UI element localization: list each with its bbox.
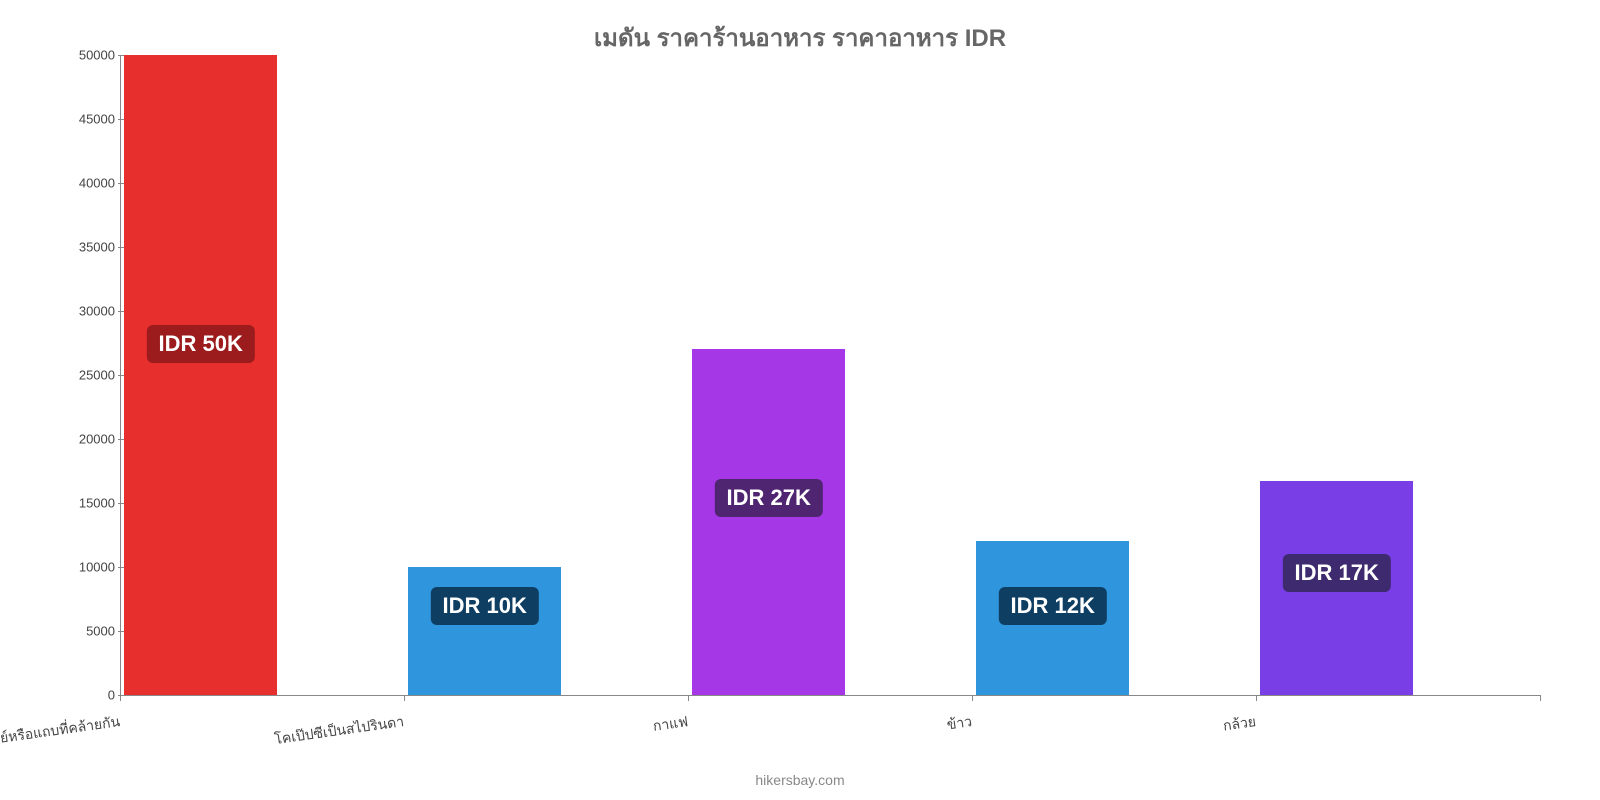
y-tick-label: 25000	[60, 368, 115, 383]
x-tick-mark	[404, 695, 405, 701]
y-tick-mark	[118, 695, 124, 696]
value-badge: IDR 27K	[714, 479, 822, 517]
x-tick-mark	[1256, 695, 1257, 701]
value-badge: IDR 10K	[430, 587, 538, 625]
y-axis: 0500010000150002000025000300003500040000…	[60, 55, 115, 695]
attribution-text: hikersbay.com	[755, 772, 844, 788]
chart-title: เมดัน ราคาร้านอาหาร ราคาอาหาร IDR	[0, 0, 1600, 57]
y-tick-label: 20000	[60, 432, 115, 447]
value-badge: IDR 17K	[1282, 554, 1390, 592]
value-badge: IDR 12K	[998, 587, 1106, 625]
value-badge: IDR 50K	[146, 325, 254, 363]
y-tick-label: 30000	[60, 304, 115, 319]
bar	[124, 55, 277, 695]
x-tick-mark	[120, 695, 121, 701]
bar	[692, 349, 845, 695]
bar	[408, 567, 561, 695]
y-tick-label: 45000	[60, 112, 115, 127]
x-axis-line	[120, 695, 1540, 696]
y-tick-label: 40000	[60, 176, 115, 191]
y-tick-label: 15000	[60, 496, 115, 511]
y-tick-label: 5000	[60, 624, 115, 639]
x-tick-mark	[1540, 695, 1541, 701]
y-tick-label: 10000	[60, 560, 115, 575]
x-tick-mark	[688, 695, 689, 701]
x-tick-mark	[972, 695, 973, 701]
y-tick-label: 50000	[60, 48, 115, 63]
plot-area: IDR 50K IDR 10K IDR 27K IDR 12K IDR 17K	[120, 55, 1540, 695]
y-tick-label: 0	[60, 688, 115, 703]
y-tick-label: 35000	[60, 240, 115, 255]
